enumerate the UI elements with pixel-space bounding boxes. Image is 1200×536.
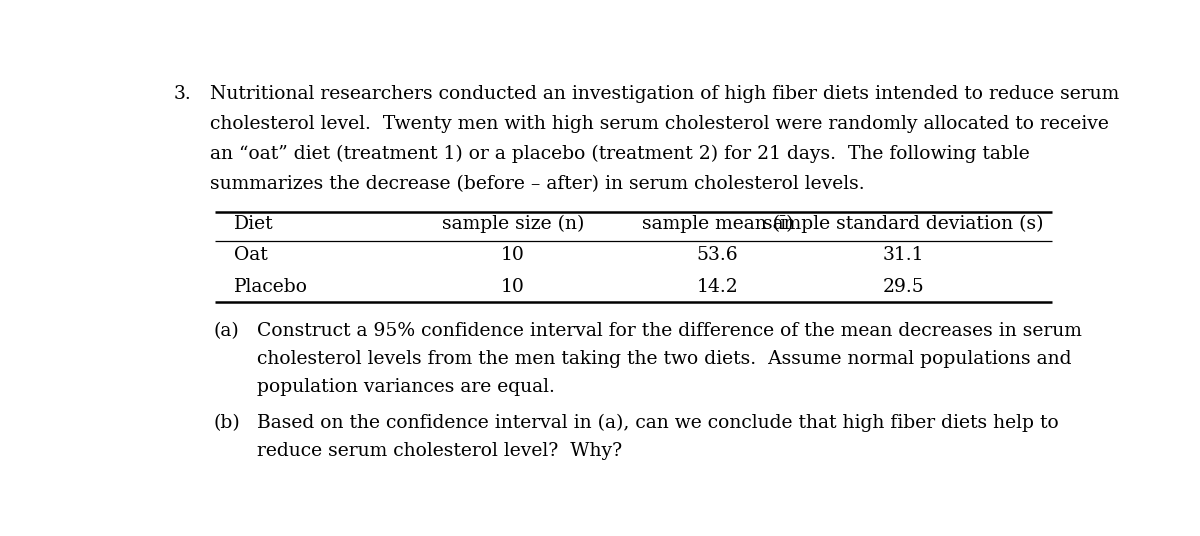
Text: sample standard deviation (s): sample standard deviation (s) xyxy=(763,215,1044,233)
Text: 10: 10 xyxy=(500,278,524,296)
Text: Construct a 95% confidence interval for the difference of the mean decreases in : Construct a 95% confidence interval for … xyxy=(257,322,1082,340)
Text: Oat: Oat xyxy=(234,245,268,264)
Text: reduce serum cholesterol level?  Why?: reduce serum cholesterol level? Why? xyxy=(257,442,622,460)
Text: an “oat” diet (treatment 1) or a placebo (treatment 2) for 21 days.  The followi: an “oat” diet (treatment 1) or a placebo… xyxy=(210,145,1030,163)
Text: population variances are equal.: population variances are equal. xyxy=(257,378,554,397)
Text: Based on the confidence interval in (a), can we conclude that high fiber diets h: Based on the confidence interval in (a),… xyxy=(257,414,1058,432)
Text: cholesterol levels from the men taking the two diets.  Assume normal populations: cholesterol levels from the men taking t… xyxy=(257,351,1072,368)
Text: cholesterol level.  Twenty men with high serum cholesterol were randomly allocat: cholesterol level. Twenty men with high … xyxy=(210,115,1109,133)
Text: 29.5: 29.5 xyxy=(882,278,924,296)
Text: sample mean (ī): sample mean (ī) xyxy=(642,215,793,233)
Text: 3.: 3. xyxy=(173,85,191,103)
Text: 31.1: 31.1 xyxy=(882,245,924,264)
Text: 10: 10 xyxy=(500,245,524,264)
Text: (a): (a) xyxy=(214,322,239,340)
Text: summarizes the decrease (before – after) in serum cholesterol levels.: summarizes the decrease (before – after)… xyxy=(210,175,865,193)
Text: 14.2: 14.2 xyxy=(696,278,738,296)
Text: (b): (b) xyxy=(214,414,240,432)
Text: Diet: Diet xyxy=(234,215,274,233)
Text: sample size (n): sample size (n) xyxy=(442,215,584,233)
Text: 53.6: 53.6 xyxy=(696,245,738,264)
Text: Placebo: Placebo xyxy=(234,278,307,296)
Text: Nutritional researchers conducted an investigation of high fiber diets intended : Nutritional researchers conducted an inv… xyxy=(210,85,1120,103)
